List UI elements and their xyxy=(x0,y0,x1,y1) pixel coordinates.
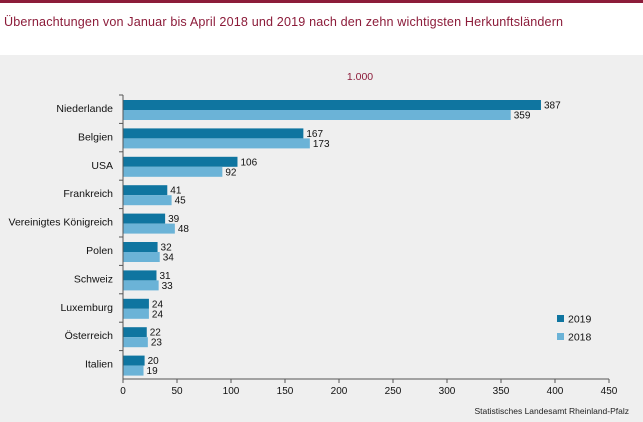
bar-2019 xyxy=(123,156,238,167)
data-label-2019: 39 xyxy=(168,214,180,225)
category-label: USA xyxy=(91,160,113,172)
category-label: Belgien xyxy=(78,131,113,143)
bar-2019 xyxy=(123,355,145,366)
x-tick-label: 450 xyxy=(601,386,618,397)
x-tick-label: 100 xyxy=(223,386,240,397)
data-label-2019: 387 xyxy=(544,101,561,112)
category-label: Polen xyxy=(86,245,113,257)
bar-2019 xyxy=(123,185,168,196)
data-label-2019: 167 xyxy=(306,129,323,140)
bar-2019 xyxy=(123,213,166,224)
x-tick-label: 0 xyxy=(120,386,126,397)
category-label: Italien xyxy=(85,359,113,371)
source-note: Statistisches Landesamt Rheinland-Pfalz xyxy=(474,406,630,416)
bar-2018 xyxy=(123,252,160,262)
legend-label-2019: 2019 xyxy=(568,314,592,326)
bar-2018 xyxy=(123,166,223,177)
bar-2018 xyxy=(123,337,148,348)
chart-title: Übernachtungen von Januar bis April 2018… xyxy=(4,15,564,29)
bar-2019 xyxy=(123,298,149,309)
bar-2019 xyxy=(123,100,541,110)
x-tick-label: 300 xyxy=(439,386,456,397)
x-tick-label: 150 xyxy=(277,386,294,397)
data-label-2019: 20 xyxy=(148,356,160,367)
data-label-2018: 48 xyxy=(178,224,190,235)
x-tick-label: 350 xyxy=(493,386,510,397)
bar-2018 xyxy=(123,110,511,120)
bar-2018 xyxy=(123,138,310,149)
legend-label-2018: 2018 xyxy=(568,332,592,344)
unit-label: 1.000 xyxy=(346,71,374,83)
data-label-2018: 34 xyxy=(163,253,175,264)
x-tick-label: 250 xyxy=(385,386,402,397)
legend-swatch-2018 xyxy=(557,333,564,340)
data-label-2019: 106 xyxy=(240,157,257,168)
category-label: Schweiz xyxy=(74,273,113,285)
bar-2018 xyxy=(123,308,149,319)
bar-2018 xyxy=(123,195,172,206)
top-rule xyxy=(0,0,643,3)
bar-2019 xyxy=(123,128,304,139)
data-label-2018: 92 xyxy=(225,167,237,178)
bar-2018 xyxy=(123,280,159,291)
category-label: Luxemburg xyxy=(60,302,113,314)
x-tick-label: 50 xyxy=(171,386,183,397)
bar-2019 xyxy=(123,327,147,338)
data-label-2018: 45 xyxy=(175,196,187,207)
data-label-2019: 22 xyxy=(150,328,162,339)
bar-2019 xyxy=(123,242,158,252)
category-label: Frankreich xyxy=(63,188,113,200)
bar-2018 xyxy=(123,223,175,234)
data-label-2018: 173 xyxy=(313,139,330,150)
legend-swatch-2019 xyxy=(557,315,564,322)
x-tick-label: 200 xyxy=(331,386,348,397)
category-label: Vereinigtes Königreich xyxy=(9,217,114,229)
data-label-2019: 31 xyxy=(159,271,171,282)
bar-2019 xyxy=(123,270,157,281)
data-label-2018: 359 xyxy=(514,111,531,122)
data-label-2018: 19 xyxy=(147,366,159,377)
category-label: Niederlande xyxy=(56,103,113,115)
bar-2018 xyxy=(123,365,144,376)
data-label-2019: 32 xyxy=(161,243,173,254)
category-label: Österreich xyxy=(65,330,114,342)
data-label-2018: 24 xyxy=(152,309,164,320)
data-label-2018: 33 xyxy=(162,281,174,292)
data-label-2018: 23 xyxy=(151,338,163,349)
data-label-2019: 24 xyxy=(152,299,164,310)
x-tick-label: 400 xyxy=(547,386,564,397)
data-label-2019: 41 xyxy=(170,186,182,197)
